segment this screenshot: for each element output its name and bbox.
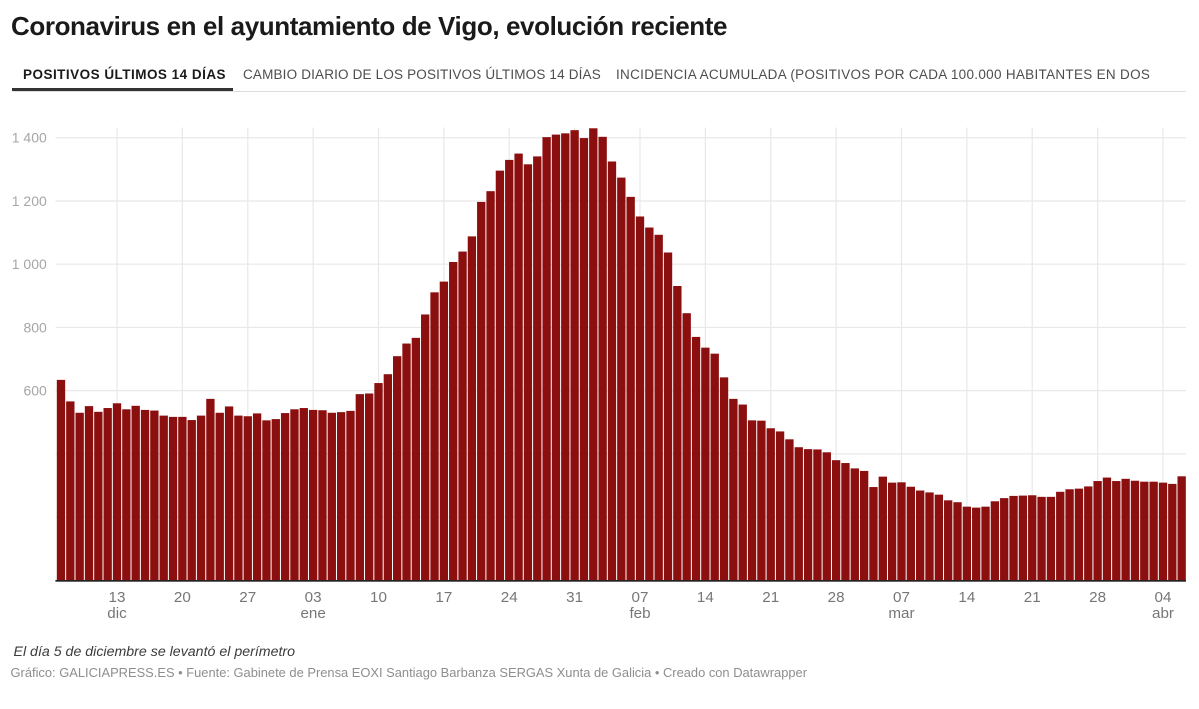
svg-text:14: 14 [958, 589, 975, 606]
svg-text:28: 28 [1089, 589, 1106, 606]
svg-text:1 200: 1 200 [12, 193, 47, 209]
svg-text:07: 07 [632, 589, 649, 606]
svg-text:17: 17 [435, 589, 452, 606]
svg-text:28: 28 [828, 589, 845, 606]
svg-text:feb: feb [629, 605, 650, 622]
svg-text:10: 10 [370, 589, 387, 606]
svg-text:07: 07 [893, 589, 910, 606]
svg-text:27: 27 [239, 589, 256, 606]
svg-text:03: 03 [305, 589, 322, 606]
svg-text:mar: mar [888, 605, 914, 622]
svg-text:14: 14 [697, 589, 714, 606]
svg-text:21: 21 [762, 589, 779, 606]
svg-text:800: 800 [23, 319, 47, 335]
svg-text:21: 21 [1024, 589, 1041, 606]
svg-text:600: 600 [23, 383, 47, 399]
svg-text:abr: abr [1152, 605, 1174, 622]
svg-text:31: 31 [566, 589, 583, 606]
svg-text:24: 24 [501, 589, 518, 606]
svg-text:1 000: 1 000 [12, 256, 47, 272]
svg-text:13: 13 [109, 589, 126, 606]
svg-text:1 400: 1 400 [12, 130, 47, 146]
svg-text:20: 20 [174, 589, 191, 606]
svg-text:04: 04 [1155, 589, 1172, 606]
svg-text:ene: ene [300, 605, 325, 622]
svg-text:dic: dic [107, 605, 127, 622]
